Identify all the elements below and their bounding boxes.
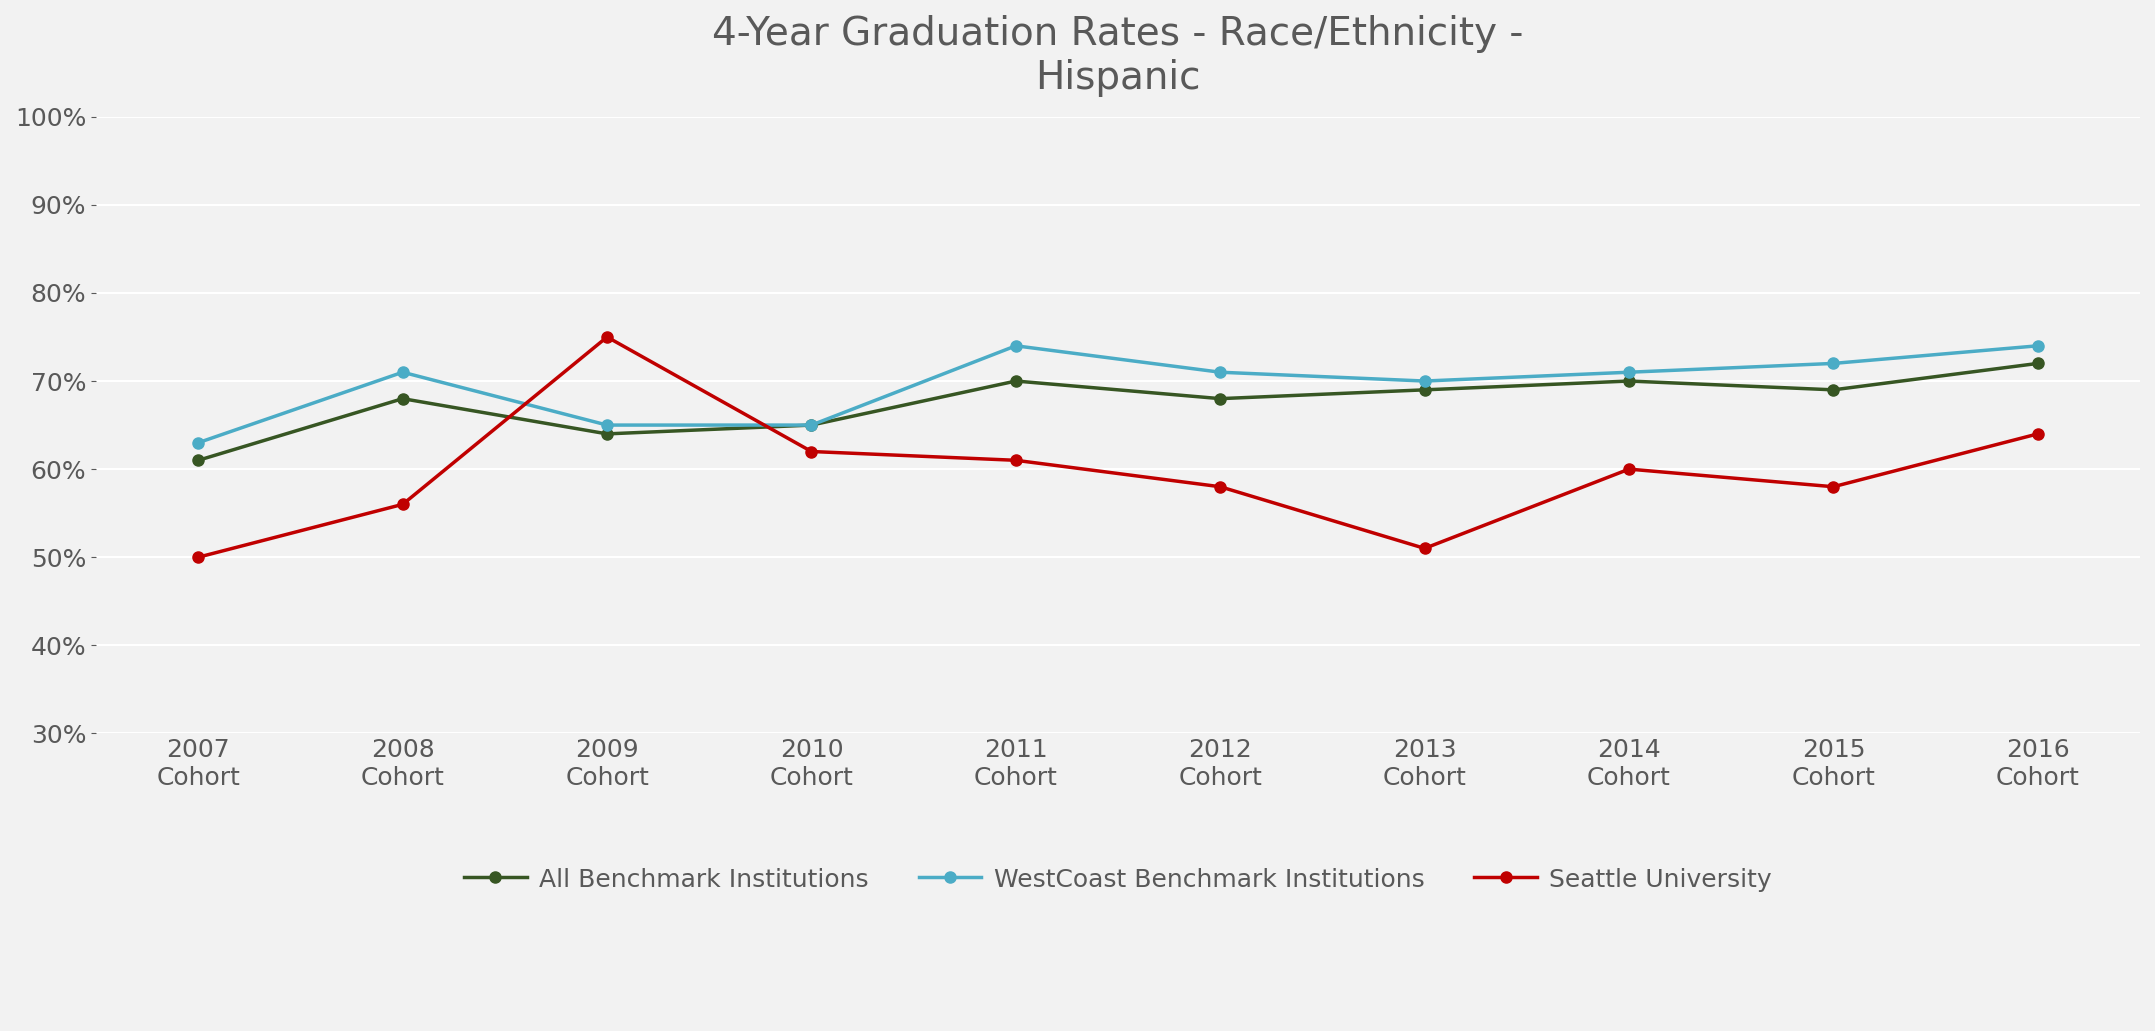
Line: Seattle University: Seattle University <box>192 331 2043 563</box>
WestCoast Benchmark Institutions <box>1412 375 1437 388</box>
WestCoast Benchmark Institutions <box>800 419 825 431</box>
Seattle University <box>1412 542 1437 555</box>
Seattle University <box>390 498 416 510</box>
Seattle University <box>2026 428 2052 440</box>
All Benchmark Institutions <box>2026 357 2052 369</box>
Seattle University <box>1821 480 1847 493</box>
All Benchmark Institutions <box>595 428 621 440</box>
All Benchmark Institutions <box>1616 375 1642 388</box>
Seattle University <box>1207 480 1233 493</box>
WestCoast Benchmark Institutions <box>1207 366 1233 378</box>
Title: 4-Year Graduation Rates - Race/Ethnicity -
Hispanic: 4-Year Graduation Rates - Race/Ethnicity… <box>713 15 1524 97</box>
WestCoast Benchmark Institutions <box>185 436 211 448</box>
WestCoast Benchmark Institutions <box>1616 366 1642 378</box>
Seattle University <box>800 445 825 458</box>
WestCoast Benchmark Institutions <box>1002 339 1028 352</box>
All Benchmark Institutions <box>1821 384 1847 396</box>
Seattle University <box>595 331 621 343</box>
Line: All Benchmark Institutions: All Benchmark Institutions <box>192 358 2043 466</box>
All Benchmark Institutions <box>1207 393 1233 405</box>
Line: WestCoast Benchmark Institutions: WestCoast Benchmark Institutions <box>192 340 2043 448</box>
Seattle University <box>1616 463 1642 475</box>
Seattle University <box>1002 454 1028 466</box>
Seattle University <box>185 551 211 563</box>
WestCoast Benchmark Institutions <box>2026 339 2052 352</box>
Legend: All Benchmark Institutions, WestCoast Benchmark Institutions, Seattle University: All Benchmark Institutions, WestCoast Be… <box>455 857 1782 902</box>
All Benchmark Institutions <box>800 419 825 431</box>
WestCoast Benchmark Institutions <box>595 419 621 431</box>
All Benchmark Institutions <box>390 393 416 405</box>
WestCoast Benchmark Institutions <box>1821 357 1847 369</box>
All Benchmark Institutions <box>1002 375 1028 388</box>
All Benchmark Institutions <box>1412 384 1437 396</box>
All Benchmark Institutions <box>185 454 211 466</box>
WestCoast Benchmark Institutions <box>390 366 416 378</box>
